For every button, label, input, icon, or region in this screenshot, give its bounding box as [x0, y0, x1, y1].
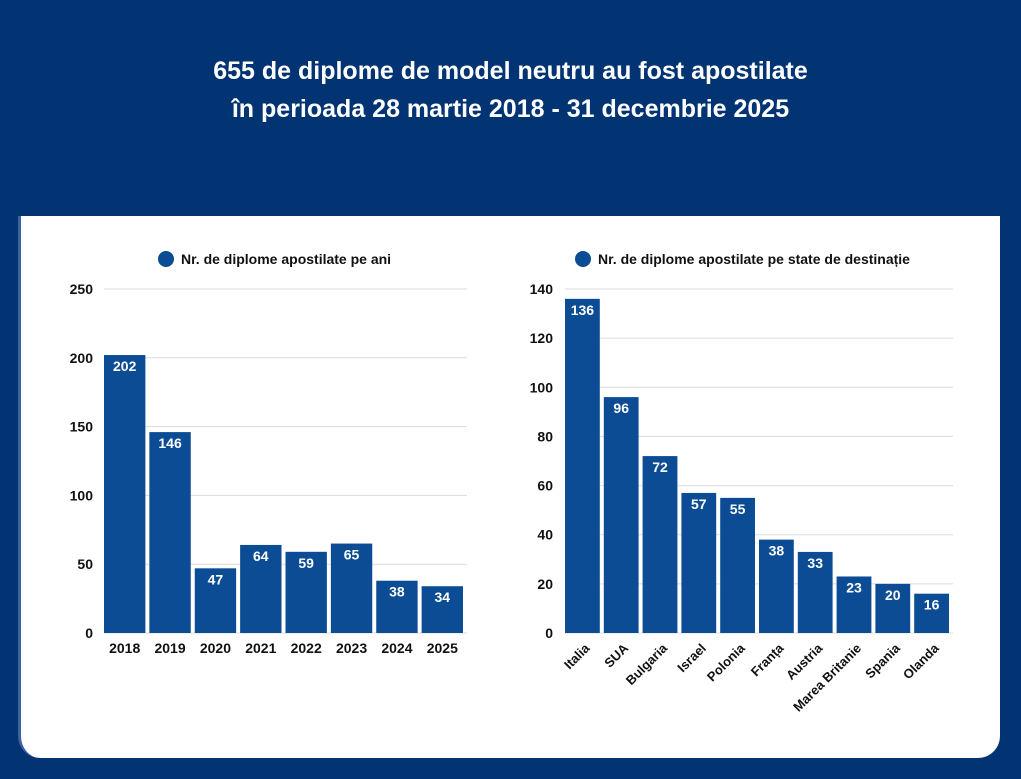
x-tick-label: Israel	[674, 641, 709, 676]
x-tick-label: 2021	[245, 640, 276, 656]
y-tick-label: 140	[530, 281, 554, 297]
x-tick-label: 2024	[381, 640, 412, 656]
title-line-2: în perioada 28 martie 2018 - 31 decembri…	[231, 95, 790, 123]
data-label: 20	[885, 587, 901, 603]
data-label: 55	[730, 501, 746, 517]
legend-label: Nr. de diplome apostilate pe state de de…	[598, 251, 910, 267]
y-tick-label: 100	[70, 487, 94, 503]
x-tick-label: SUA	[601, 640, 631, 670]
bar	[836, 576, 872, 633]
bar	[759, 539, 794, 633]
y-tick-label: 150	[70, 419, 94, 435]
page-title: 655 de diplome de model neutru au fost a…	[0, 52, 1021, 128]
data-label: 57	[691, 496, 707, 512]
legend-label: Nr. de diplome apostilate pe ani	[181, 251, 391, 267]
x-tick-label: Olanda	[900, 640, 942, 682]
bar	[565, 298, 600, 633]
bar	[603, 397, 639, 633]
bar	[104, 355, 146, 633]
bar	[720, 497, 755, 633]
y-tick-label: 50	[77, 556, 93, 572]
x-tick-label: 2025	[427, 640, 458, 656]
data-label: 47	[208, 571, 224, 587]
y-tick-label: 60	[537, 478, 553, 494]
y-tick-label: 100	[530, 379, 554, 395]
data-label: 65	[344, 547, 360, 563]
x-tick-label: 2022	[291, 640, 322, 656]
y-tick-label: 120	[530, 330, 554, 346]
bar	[330, 543, 373, 633]
x-tick-label: Italia	[561, 640, 593, 672]
bar	[681, 492, 717, 633]
data-label: 202	[113, 358, 137, 374]
title-line-1: 655 de diplome de model neutru au fost a…	[213, 57, 808, 85]
legend-marker-icon	[158, 251, 174, 267]
bar	[875, 583, 911, 633]
data-label: 38	[769, 543, 785, 559]
y-tick-label: 200	[70, 350, 94, 366]
bar	[376, 580, 418, 633]
x-tick-label: 2020	[200, 640, 231, 656]
data-label: 136	[571, 302, 595, 318]
data-label: 38	[389, 584, 405, 600]
y-tick-label: 250	[70, 281, 94, 297]
x-tick-label: Franța	[748, 640, 787, 679]
data-label: 33	[807, 555, 823, 571]
x-tick-label: Bulgaria	[623, 640, 671, 688]
x-tick-label: Polonia	[704, 640, 748, 684]
bar	[194, 568, 237, 633]
x-tick-label: 2018	[109, 640, 140, 656]
data-label: 96	[613, 400, 629, 416]
data-label: 64	[253, 548, 269, 564]
legend-marker-icon	[575, 251, 591, 267]
data-label: 72	[652, 459, 668, 475]
bar	[797, 551, 833, 633]
data-label: 146	[158, 435, 182, 451]
bar	[914, 593, 949, 633]
y-tick-label: 40	[537, 527, 553, 543]
x-tick-label: 2019	[154, 640, 185, 656]
y-tick-label: 0	[545, 625, 553, 641]
x-tick-label: Marea Britanie	[790, 641, 864, 715]
data-label: 59	[298, 555, 314, 571]
bar	[149, 432, 191, 633]
y-tick-label: 20	[537, 576, 553, 592]
bar	[642, 456, 678, 633]
y-tick-label: 0	[85, 625, 93, 641]
bar	[285, 551, 327, 633]
bar	[240, 544, 282, 633]
data-label: 23	[846, 579, 862, 595]
y-tick-label: 80	[537, 428, 553, 444]
data-label: 16	[924, 597, 940, 613]
bar	[421, 586, 463, 633]
x-tick-label: 2023	[336, 640, 367, 656]
data-label: 34	[435, 589, 451, 605]
x-tick-label: Spania	[862, 640, 903, 681]
